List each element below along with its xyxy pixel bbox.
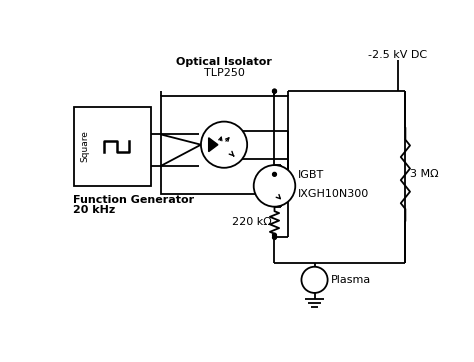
Text: TLP250: TLP250 xyxy=(204,68,245,78)
Circle shape xyxy=(273,89,276,93)
Circle shape xyxy=(273,172,276,176)
Bar xyxy=(74,106,151,186)
Text: IXGH10N300: IXGH10N300 xyxy=(298,189,369,199)
Circle shape xyxy=(273,233,276,237)
Polygon shape xyxy=(209,138,218,152)
Text: 3 MΩ: 3 MΩ xyxy=(410,169,438,179)
Text: 220 kΩ: 220 kΩ xyxy=(232,218,272,227)
Circle shape xyxy=(254,165,295,207)
Text: Function Generator: Function Generator xyxy=(73,195,194,205)
Text: -2.5 kV DC: -2.5 kV DC xyxy=(368,50,427,60)
Bar xyxy=(161,96,288,194)
Text: Plasma: Plasma xyxy=(331,275,371,285)
Circle shape xyxy=(201,122,247,168)
Text: 20 kHz: 20 kHz xyxy=(73,205,115,215)
Text: IGBT: IGBT xyxy=(298,170,324,180)
Text: Optical Isolator: Optical Isolator xyxy=(176,57,272,67)
Circle shape xyxy=(301,267,328,293)
Circle shape xyxy=(273,236,276,239)
Text: Square: Square xyxy=(81,130,90,162)
Circle shape xyxy=(273,89,276,93)
